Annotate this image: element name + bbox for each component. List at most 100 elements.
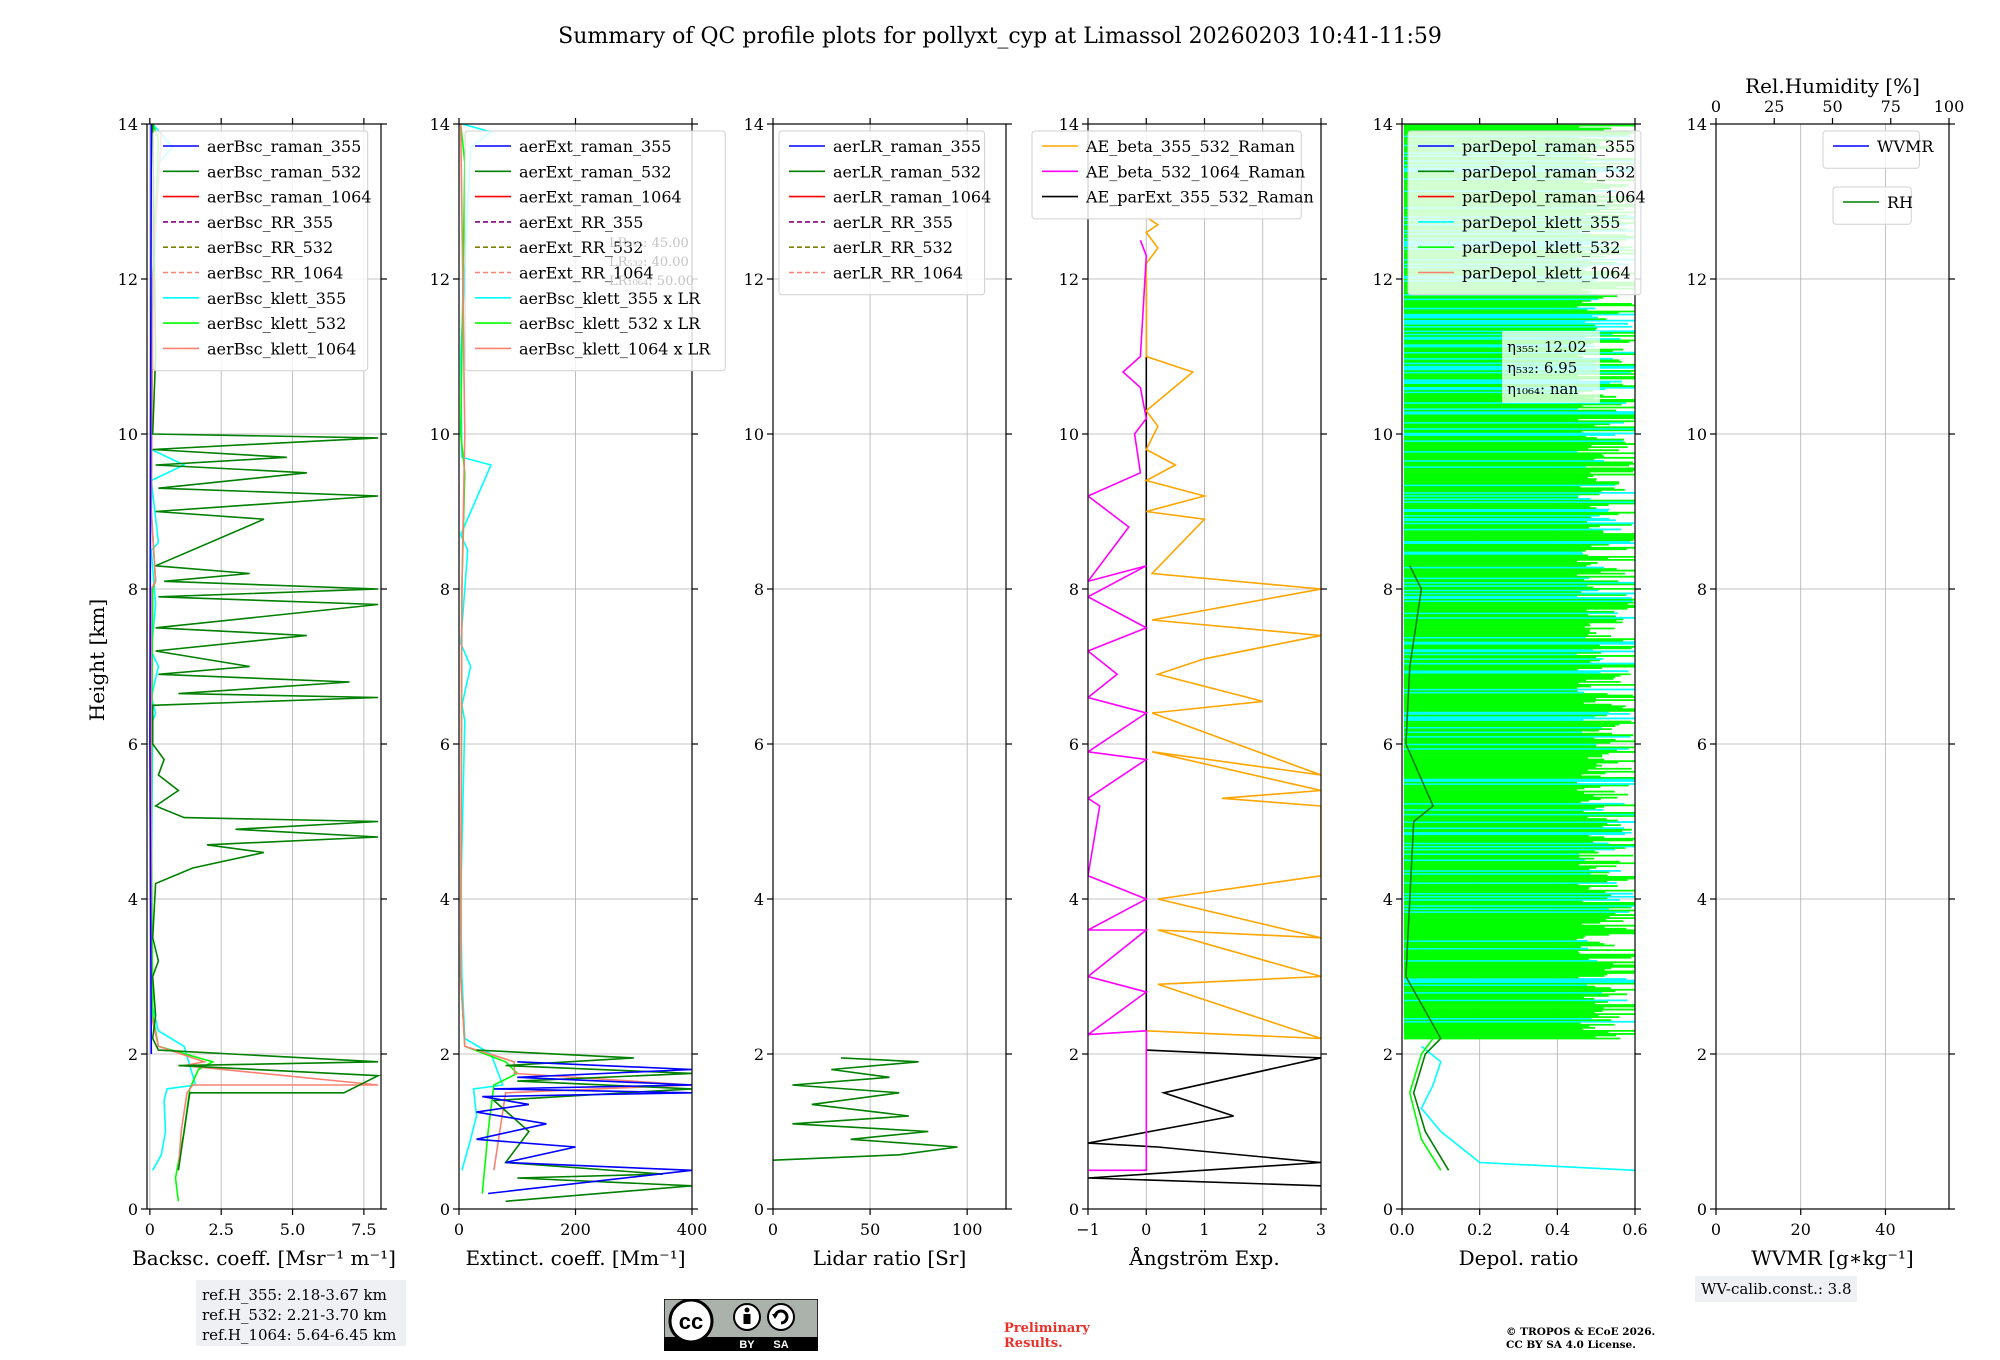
wv-calib-box: WV-calib.const.: 3.8 [1695, 1276, 1857, 1302]
y-tick-label: 14 [1687, 115, 1707, 134]
top-x-tick-label: 0 [1711, 97, 1721, 116]
ref-height-355: ref.H_355: 2.18-3.67 km [202, 1286, 387, 1304]
top-x-tick-label: 25 [1764, 97, 1784, 116]
legend-label: parDepol_raman_355 [1462, 137, 1635, 156]
legend-label: aerBsc_raman_532 [207, 162, 361, 181]
y-tick-label: 4 [1383, 890, 1393, 909]
y-tick-label: 4 [1069, 890, 1079, 909]
legend-label: aerLR_RR_355 [833, 213, 953, 232]
series-parDepol_raman_532 [1405, 565, 1450, 1171]
figure-title: Summary of QC profile plots for pollyxt_… [558, 24, 1442, 49]
x-tick-label: 5.0 [280, 1220, 305, 1239]
preliminary-note: Preliminary Results. [1004, 1321, 1090, 1351]
legend-bsc: aerBsc_raman_355 aerBsc_raman_532 aerBsc_r… [152, 130, 372, 372]
y-axis-label: Height [km] [85, 599, 109, 721]
series-aerExt_raman_355 [476, 1061, 692, 1195]
x-tick-label: 0 [145, 1220, 155, 1239]
y-tick-label: 12 [430, 270, 450, 289]
y-tick-label: 6 [1069, 735, 1079, 754]
y-tick-label: 0 [128, 1200, 138, 1219]
annotation-line: η₁₀₆₄: nan [1507, 380, 1578, 398]
y-tick-label: 12 [744, 270, 764, 289]
x-tick-label: 0 [768, 1220, 778, 1239]
axes-frame [146, 123, 382, 1210]
x-tick-label: 7.5 [351, 1220, 376, 1239]
y-tick-label: 0 [1697, 1200, 1707, 1219]
top-x-tick-label: 75 [1881, 97, 1901, 116]
x-axis-label: Backsc. coeff. [Msr⁻¹ m⁻¹] [132, 1246, 396, 1270]
preliminary-line-2: Results. [1004, 1336, 1063, 1351]
x-tick-label: 50 [860, 1220, 880, 1239]
y-tick-label: 10 [430, 425, 450, 444]
annotation-line: η₅₃₂: 6.95 [1507, 359, 1577, 377]
y-tick-label: 6 [128, 735, 138, 754]
y-tick-label: 14 [744, 115, 764, 134]
x-tick-label: 2 [1258, 1220, 1268, 1239]
x-tick-label: 2.5 [208, 1220, 233, 1239]
x-tick-label: 0.0 [1389, 1220, 1414, 1239]
legend-lr: aerLR_raman_355 aerLR_raman_532 aerLR_rama… [778, 130, 991, 296]
legend-label: AE_beta_355_532_Raman [1085, 137, 1295, 156]
x-tick-label: 400 [677, 1220, 708, 1239]
copyright-note: © TROPOS & ECoE 2026. CC BY SA 4.0 Licen… [1506, 1326, 1655, 1352]
y-tick-label: 0 [440, 1200, 450, 1219]
panel-lr: 0 2 4 6 8 10 12 14 0 50 100 Lidar ratio [Sr] aerLR_r… [744, 115, 1012, 1270]
series-AE_parExt_355_532_Raman [1088, 279, 1321, 1187]
legend-label: aerLR_raman_355 [833, 137, 981, 156]
legend-frame [464, 130, 726, 372]
series-aerExt_raman_532 [476, 1049, 692, 1203]
legend-wv: WVMR [1822, 130, 1934, 169]
sa-icon [767, 1303, 795, 1331]
copyright-line-2: CC BY SA 4.0 License. [1506, 1339, 1636, 1351]
x-tick-label: −1 [1076, 1220, 1100, 1239]
y-tick-label: 10 [744, 425, 764, 444]
legend-label: aerBsc_RR_1064 [207, 264, 343, 283]
y-tick-label: 4 [440, 890, 450, 909]
legend-label: aerExt_raman_1064 [519, 188, 682, 207]
lr-note: LR₅₃₂: 40.00 [609, 255, 689, 270]
x-tick-label: 1 [1199, 1220, 1209, 1239]
legend-frame [1822, 130, 1920, 169]
legend-label: AE_parExt_355_532_Raman [1085, 188, 1314, 207]
y-tick-label: 14 [430, 115, 450, 134]
plot-area-bsc [149, 124, 381, 1202]
plot-area-lr [773, 1057, 958, 1161]
ref-height-532: ref.H_532: 2.21-3.70 km [202, 1306, 387, 1324]
legend-label: aerLR_RR_532 [833, 238, 953, 257]
legend-label: aerBsc_klett_532 [207, 314, 346, 333]
legend-frame [152, 130, 369, 372]
y-tick-label: 4 [754, 890, 764, 909]
legend-ext: aerExt_raman_355 aerExt_raman_532 aerExt_r… [464, 130, 726, 372]
y-tick-label: 4 [1697, 890, 1707, 909]
y-tick-label: 2 [1383, 1045, 1393, 1064]
x-tick-label: 20 [1791, 1220, 1811, 1239]
panel-depol: 0 2 4 6 8 10 12 14 0.0 0.2 0.4 0.6 Depol. ratio parDe… [1373, 115, 1648, 1270]
y-tick-label: 12 [1059, 270, 1079, 289]
ref-heights-box: ref.H_355: 2.18-3.67 km ref.H_532: 2.21-… [196, 1280, 406, 1346]
x-axis-label: Ångström Exp. [1128, 1245, 1279, 1270]
y-tick-label: 2 [1697, 1045, 1707, 1064]
x-tick-label: 0.2 [1467, 1220, 1492, 1239]
series-aerBsc_raman_532 [151, 124, 381, 1171]
series-parDepol_klett_355 [1420, 1045, 1635, 1172]
y-tick-label: 6 [1697, 735, 1707, 754]
series-aerBsc_klett_1064 x LR [459, 124, 692, 1171]
x-axis-label: Extinct. coeff. [Mm⁻¹] [465, 1246, 685, 1270]
y-tick-label: 8 [1697, 580, 1707, 599]
series-parDepol_klett_532 [1408, 1038, 1442, 1171]
x-axis-label: Depol. ratio [1459, 1246, 1579, 1270]
y-tick-label: 10 [1373, 425, 1393, 444]
x-tick-label: 0 [1141, 1220, 1151, 1239]
legend-ae: AE_beta_355_532_Raman AE_beta_532_1064_Ra… [1031, 130, 1314, 220]
y-tick-label: 8 [1383, 580, 1393, 599]
y-tick-label: 14 [118, 115, 138, 134]
legend-label: aerExt_RR_532 [519, 238, 643, 257]
series-aerLR_raman_532 [773, 1057, 958, 1161]
lr-note: LR₃₅₅: 45.00 [609, 236, 689, 251]
panel-bsc: 0 2 4 6 8 10 12 14 0 2.5 5.0 7.5 Backsc. coeff. [Msr… [118, 115, 396, 1270]
sa-label: SA [773, 1339, 788, 1351]
x-axis-label: Lidar ratio [Sr] [813, 1246, 967, 1270]
cc-license-badge: cc BY SA [663, 1298, 819, 1352]
